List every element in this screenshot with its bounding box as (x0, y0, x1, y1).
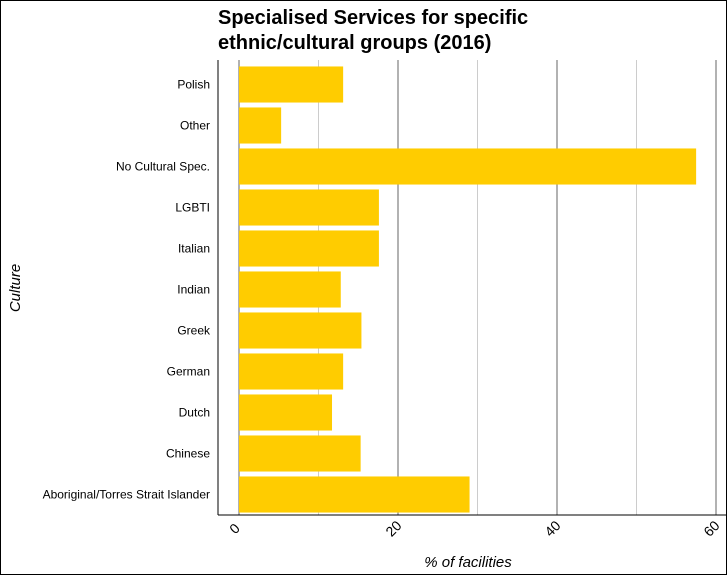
bar-no-cultural-spec (239, 148, 697, 185)
x-tick-label: 40 (541, 517, 563, 539)
y-tick-label: LGBTI (175, 201, 210, 215)
bar-polish (239, 66, 344, 103)
x-tick-label: 20 (382, 517, 404, 539)
chart-title-line-2: ethnic/cultural groups (2016) (218, 32, 491, 54)
bar-greek (239, 312, 362, 349)
y-tick-label: No Cultural Spec. (116, 160, 210, 174)
y-tick-labels: Polish Other No Cultural Spec. LGBTI Italian… (43, 78, 211, 502)
chart-title-line-1: Specialised Services for specific (218, 7, 528, 29)
y-tick-label: Aboriginal/Torres Strait Islander (43, 488, 210, 502)
y-axis-label: Culture (7, 264, 24, 312)
y-tick-label: German (167, 365, 210, 379)
bar-lgbti (239, 189, 379, 226)
bar-italian (239, 230, 379, 267)
bar-other (239, 107, 282, 144)
bar-aboriginal-torres-strait-islander (239, 476, 470, 513)
bar-dutch (239, 394, 333, 431)
bars (239, 66, 697, 513)
x-axis-label: % of facilities (424, 554, 512, 571)
y-tick-label: Indian (177, 283, 210, 297)
y-tick-label: Polish (177, 78, 210, 92)
bar-indian (239, 271, 341, 308)
x-tick-label: 60 (700, 517, 722, 539)
y-tick-label: Chinese (166, 447, 210, 461)
x-tick-label: 0 (226, 520, 243, 537)
x-tick-labels: 0 20 40 60 (226, 517, 723, 539)
y-tick-label: Italian (178, 242, 210, 256)
y-tick-label: Dutch (179, 406, 210, 420)
y-tick-label: Other (180, 119, 210, 133)
bar-chinese (239, 435, 361, 472)
y-tick-label: Greek (177, 324, 211, 338)
bar-german (239, 353, 344, 390)
